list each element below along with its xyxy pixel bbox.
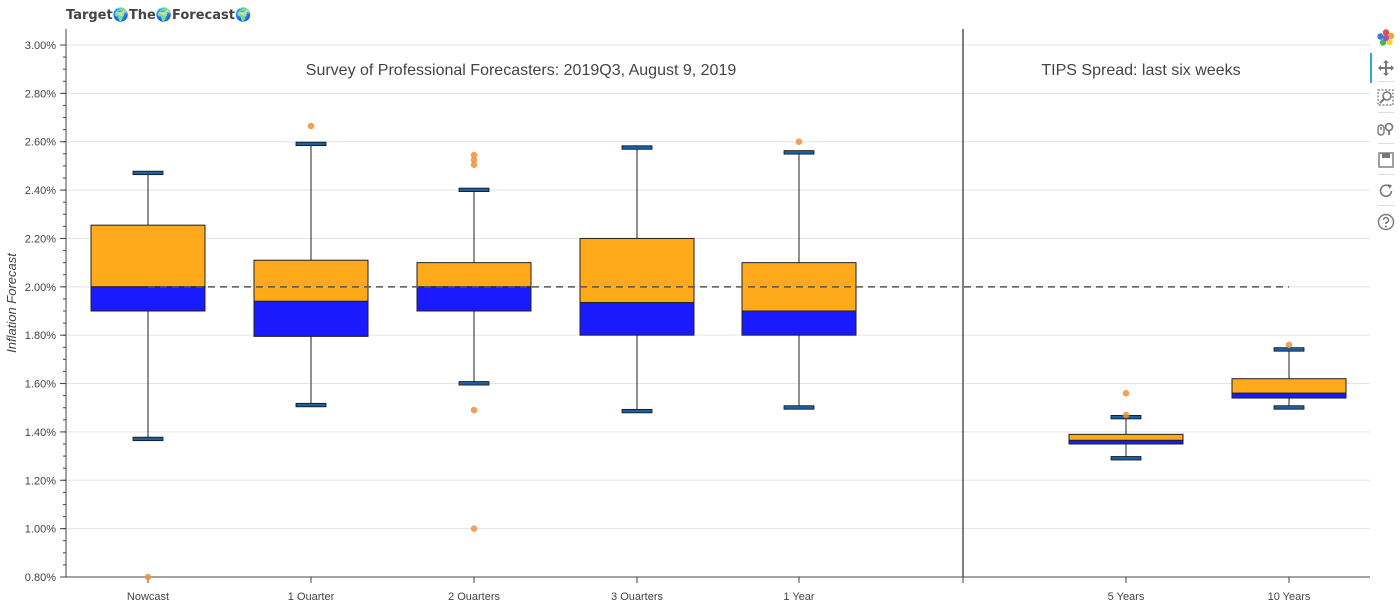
x-axis-ticks: Nowcast 1 Quarter 2 Quarters 3 Quarters 1 Ye… [127, 577, 1311, 600]
spf-annotation: Survey of Professional Forecasters: 2019… [306, 62, 737, 79]
lower-box [1068, 439, 1184, 445]
active-tool-indicator [1370, 53, 1372, 83]
y-tick-label: 2.80% [25, 88, 56, 100]
outlier-series [144, 122, 1293, 581]
box-5-years[interactable] [1068, 414, 1184, 461]
box-1-year[interactable] [741, 150, 857, 410]
lower-box [416, 286, 532, 312]
wheel-zoom-icon[interactable] [1376, 119, 1396, 139]
lower-cap [621, 408, 653, 414]
outlier-point [470, 161, 478, 168]
box-10-years[interactable] [1231, 347, 1347, 410]
outlier-point [795, 138, 803, 145]
y-tick-label: 1.60% [25, 379, 56, 391]
outlier-point [470, 406, 478, 414]
outlier-point [1122, 389, 1130, 397]
lower-cap [458, 381, 490, 386]
lower-cap [295, 402, 327, 408]
outlier-point [144, 573, 152, 581]
y-axis-label: Inflation Forecast [4, 252, 19, 353]
y-tick-label: 1.20% [25, 475, 56, 487]
outlier-point [470, 525, 478, 532]
y-tick-label: 2.20% [25, 233, 56, 245]
reset-icon[interactable] [1376, 181, 1396, 201]
y-tick-label: 1.80% [25, 330, 56, 342]
box-nowcast[interactable] [90, 170, 206, 442]
x-tick-label: 10 Years [1268, 591, 1311, 600]
x-tick-label: 1 Quarter [288, 591, 335, 600]
pan-icon[interactable] [1376, 58, 1396, 78]
upper-box [1068, 433, 1184, 441]
x-tick-label: 5 Years [1108, 591, 1145, 600]
y-tick-label: 0.80% [25, 572, 56, 584]
toolbar-separator [1378, 174, 1394, 175]
bokeh-logo-icon[interactable] [1376, 28, 1396, 48]
lower-box [90, 286, 206, 312]
upper-cap [458, 187, 490, 192]
y-tick-label: 1.40% [25, 427, 56, 439]
box-zoom-icon[interactable] [1376, 88, 1396, 108]
upper-cap [1273, 347, 1305, 352]
upper-box [253, 259, 369, 302]
save-icon[interactable] [1376, 150, 1396, 170]
toolbar-separator [1378, 143, 1394, 144]
y-axis-ticks: 0.80% 1.00% 1.20% 1.40% 1.60% 1.80% 2.00% 2.20%… [25, 40, 66, 584]
upper-cap [295, 141, 327, 147]
lower-box [741, 310, 857, 336]
lower-cap [132, 436, 164, 442]
y-tick-label: 2.40% [25, 185, 56, 197]
toolbar-separator [1378, 112, 1394, 113]
outlier-point [1285, 341, 1293, 349]
upper-cap [132, 170, 164, 176]
lower-cap [783, 405, 815, 410]
help-icon[interactable] [1376, 212, 1396, 232]
outlier-point [1122, 411, 1130, 419]
lower-cap [1110, 456, 1142, 461]
outlier-point [307, 122, 315, 130]
lower-box [579, 302, 695, 336]
upper-cap [621, 145, 653, 150]
tips-annotation: TIPS Spread: last six weeks [1041, 62, 1240, 79]
upper-cap [783, 150, 815, 155]
x-tick-label: Nowcast [127, 591, 169, 600]
lower-cap [1273, 405, 1305, 410]
toolbar-separator [1378, 205, 1394, 206]
upper-box [1231, 378, 1347, 394]
x-tick-label: 3 Quarters [611, 591, 663, 600]
chart-title: Target🌍The🌍Forecast🌍 [66, 8, 252, 23]
y-tick-label: 2.00% [25, 282, 56, 294]
lower-box [1231, 392, 1347, 399]
box-1-quarter[interactable] [253, 141, 369, 408]
box-3-quarters[interactable] [579, 145, 695, 414]
y-tick-label: 2.60% [25, 137, 56, 149]
y-tick-label: 1.00% [25, 524, 56, 536]
upper-box [579, 237, 695, 304]
x-tick-label: 2 Quarters [448, 591, 500, 600]
upper-box [90, 224, 206, 288]
y-tick-label: 3.00% [25, 40, 56, 52]
x-tick-label: 1 Year [783, 591, 815, 600]
lower-box [253, 300, 369, 337]
toolbar-separator [1378, 81, 1394, 82]
upper-box [416, 262, 532, 288]
